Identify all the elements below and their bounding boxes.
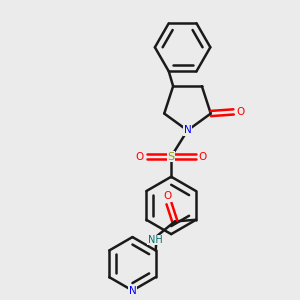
- Text: NH: NH: [148, 235, 163, 245]
- Text: N: N: [184, 125, 191, 135]
- Text: O: O: [135, 152, 144, 161]
- Text: N: N: [129, 286, 136, 296]
- Text: O: O: [199, 152, 207, 161]
- Text: S: S: [168, 152, 175, 161]
- Text: O: O: [237, 107, 245, 117]
- Text: O: O: [163, 191, 172, 201]
